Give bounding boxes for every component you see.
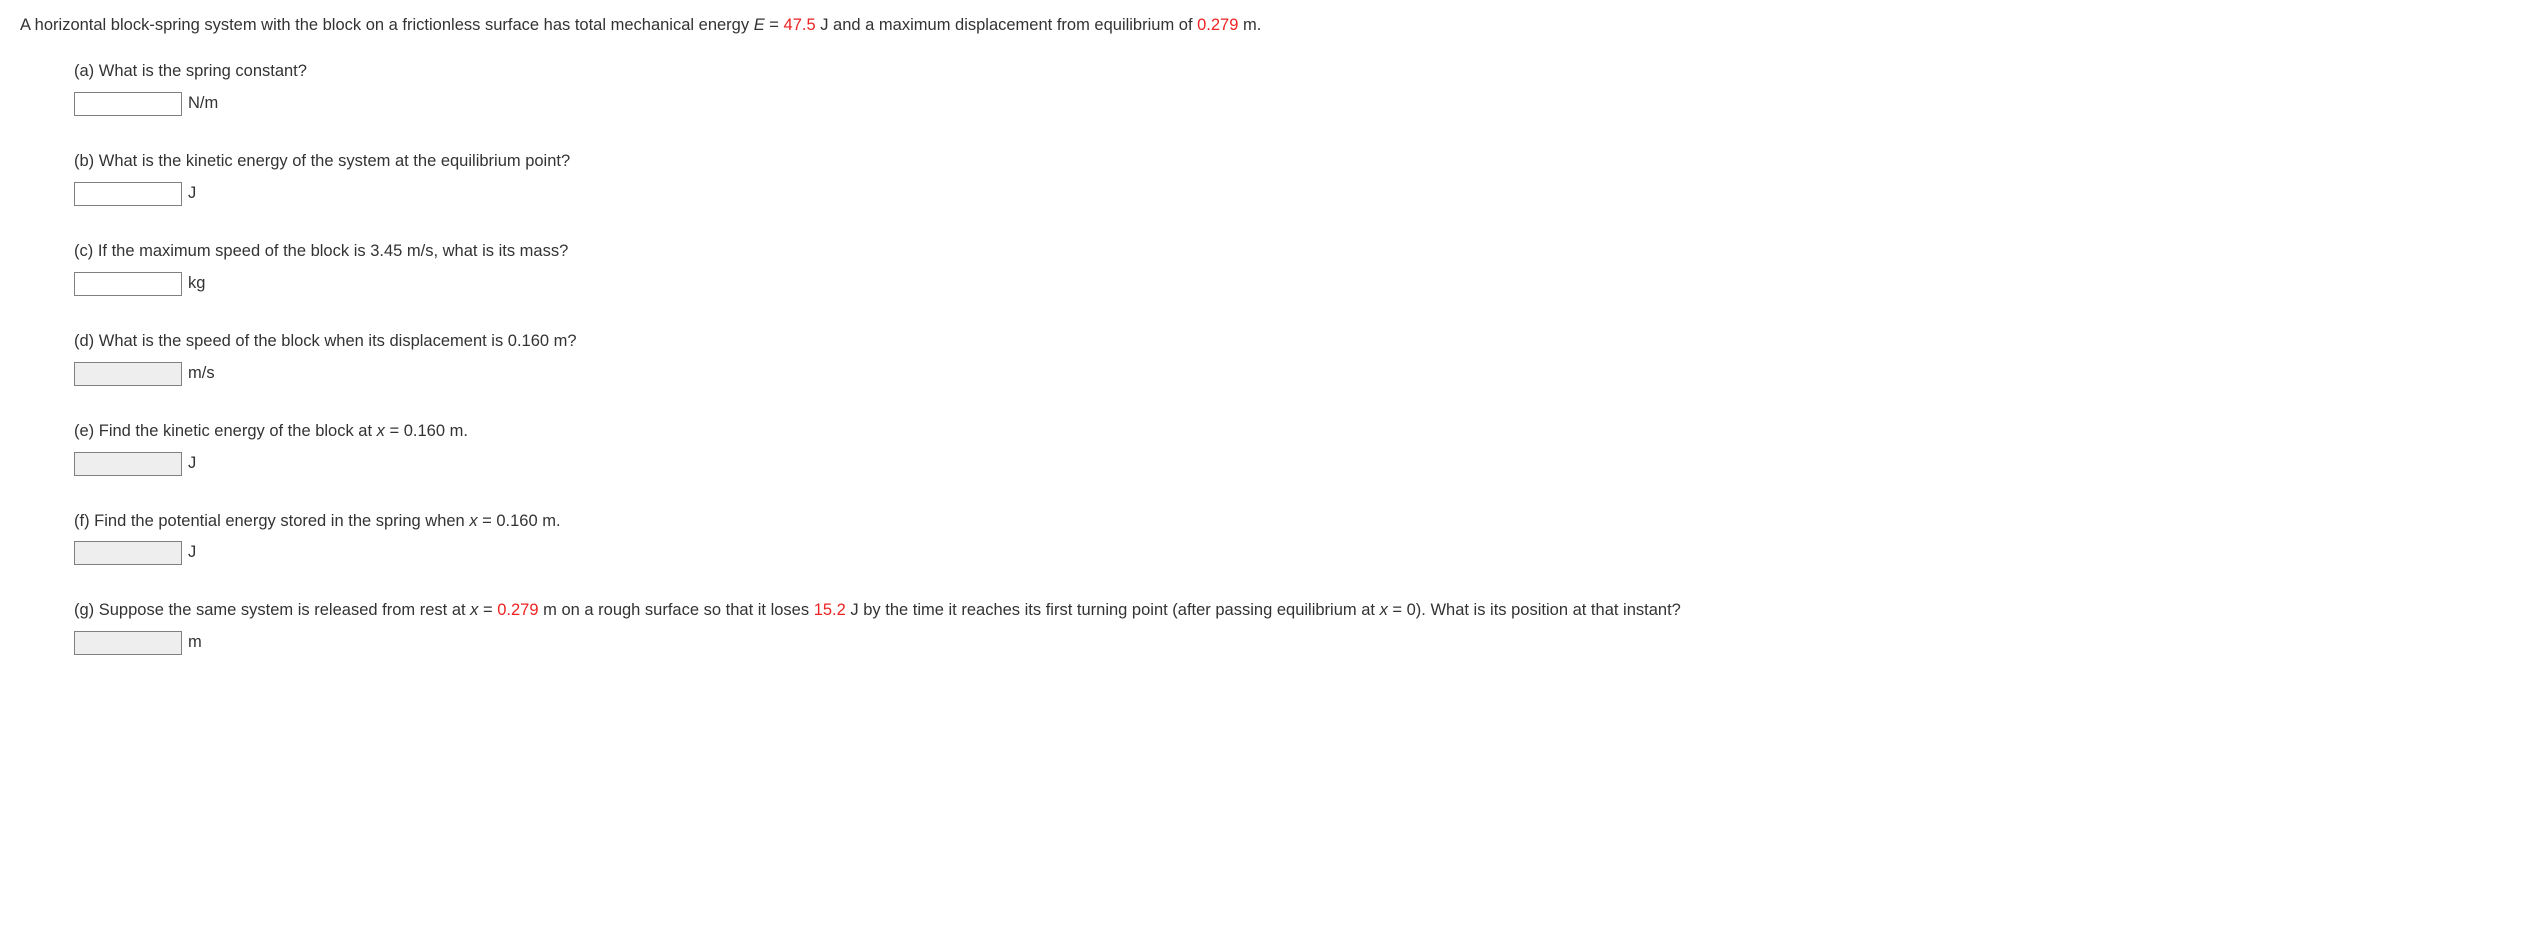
- answer-c-unit: kg: [188, 272, 205, 296]
- answer-d-unit: m/s: [188, 362, 215, 386]
- qf-pre: (f) Find the potential energy stored in …: [74, 512, 469, 530]
- intro-post: m.: [1238, 16, 1261, 34]
- question-b: (b) What is the kinetic energy of the sy…: [74, 150, 2516, 206]
- question-e: (e) Find the kinetic energy of the block…: [74, 420, 2516, 476]
- question-d-text: (d) What is the speed of the block when …: [74, 330, 2516, 354]
- qg-mid3: J by the time it reaches its first turni…: [846, 601, 1380, 619]
- answer-a-input[interactable]: [74, 92, 182, 116]
- question-f: (f) Find the potential energy stored in …: [74, 510, 2516, 566]
- qg-loss: 15.2: [814, 601, 846, 619]
- answer-f-unit: J: [188, 541, 196, 565]
- answer-b-input[interactable]: [74, 182, 182, 206]
- intro-Evar: E: [754, 16, 765, 34]
- qg-pre: (g) Suppose the same system is released …: [74, 601, 470, 619]
- qg-mid4: = 0). What is its position at that insta…: [1388, 601, 1681, 619]
- question-e-text: (e) Find the kinetic energy of the block…: [74, 420, 2516, 444]
- intro-disp: 0.279: [1197, 16, 1238, 34]
- qg-mid1: =: [478, 601, 497, 619]
- intro-mid: J and a maximum displacement from equili…: [816, 16, 1197, 34]
- intro-Eval: 47.5: [784, 16, 816, 34]
- qe-pre: (e) Find the kinetic energy of the block…: [74, 422, 377, 440]
- question-g-text: (g) Suppose the same system is released …: [74, 599, 2516, 623]
- qg-mid2: m on a rough surface so that it loses: [539, 601, 814, 619]
- qe-rest: = 0.160 m.: [385, 422, 468, 440]
- qe-xvar: x: [377, 422, 385, 440]
- question-a-text: (a) What is the spring constant?: [74, 60, 2516, 84]
- qg-xval: 0.279: [497, 601, 538, 619]
- question-a: (a) What is the spring constant? N/m: [74, 60, 2516, 116]
- answer-e-input[interactable]: [74, 452, 182, 476]
- question-b-text: (b) What is the kinetic energy of the sy…: [74, 150, 2516, 174]
- qf-xvar: x: [469, 512, 477, 530]
- question-g: (g) Suppose the same system is released …: [74, 599, 2516, 655]
- qf-rest: = 0.160 m.: [478, 512, 561, 530]
- answer-g-input[interactable]: [74, 631, 182, 655]
- intro-pre: A horizontal block-spring system with th…: [20, 16, 754, 34]
- answer-e-unit: J: [188, 452, 196, 476]
- answer-b-unit: J: [188, 182, 196, 206]
- question-c: (c) If the maximum speed of the block is…: [74, 240, 2516, 296]
- question-d: (d) What is the speed of the block when …: [74, 330, 2516, 386]
- question-c-text: (c) If the maximum speed of the block is…: [74, 240, 2516, 264]
- question-f-text: (f) Find the potential energy stored in …: [74, 510, 2516, 534]
- answer-c-input[interactable]: [74, 272, 182, 296]
- qg-xvar2: x: [1380, 601, 1388, 619]
- answer-f-input[interactable]: [74, 541, 182, 565]
- problem-intro: A horizontal block-spring system with th…: [20, 14, 2516, 38]
- answer-a-unit: N/m: [188, 92, 218, 116]
- answer-d-input[interactable]: [74, 362, 182, 386]
- answer-g-unit: m: [188, 631, 202, 655]
- intro-eq: =: [765, 16, 784, 34]
